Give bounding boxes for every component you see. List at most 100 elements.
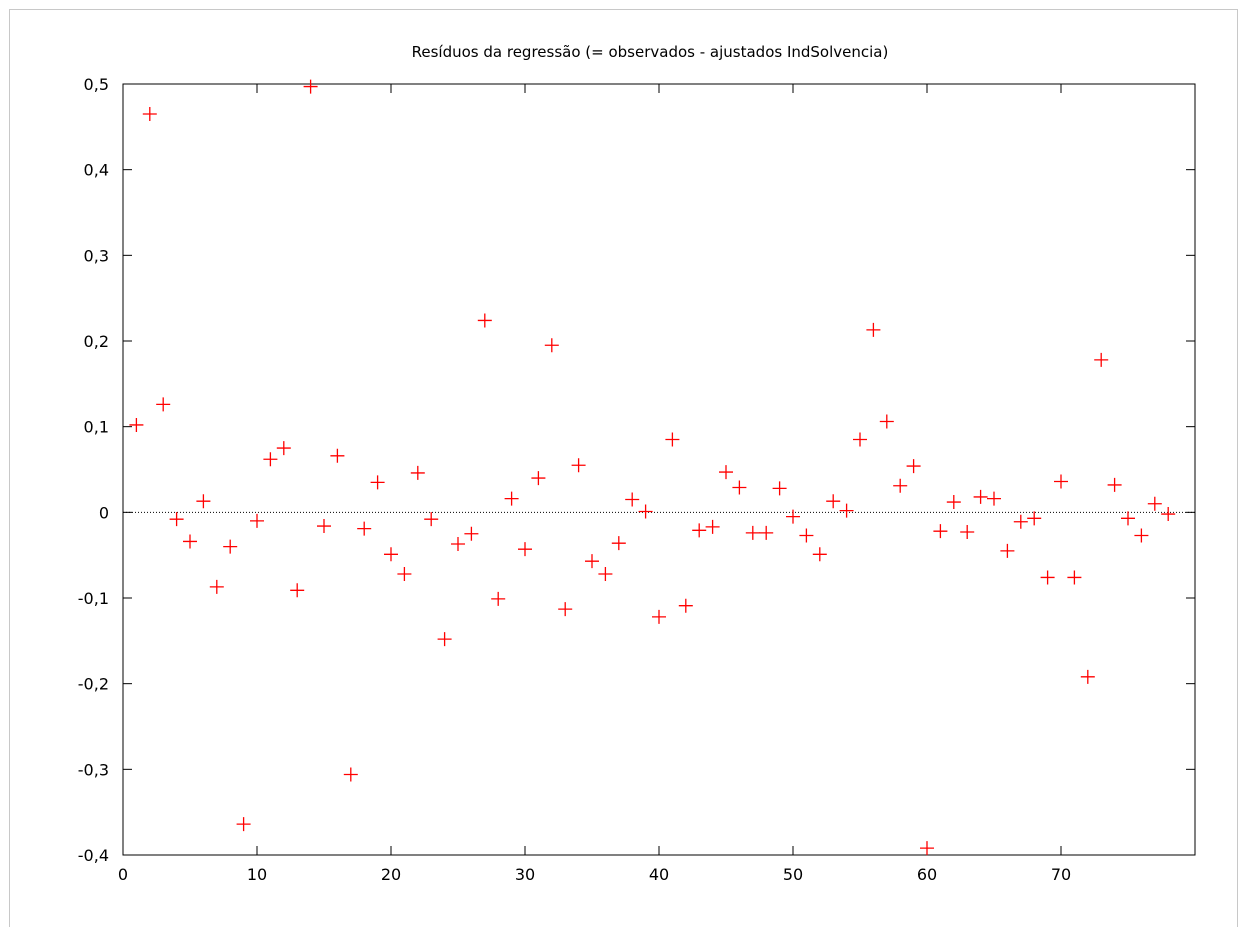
y-tick-label: 0,5	[84, 75, 109, 94]
data-point	[745, 525, 760, 540]
x-tick-label: 60	[917, 865, 937, 884]
data-point	[223, 539, 238, 554]
data-point	[1054, 474, 1068, 489]
data-point	[1147, 496, 1162, 511]
x-tick-label: 10	[247, 865, 267, 884]
data-point	[129, 417, 144, 432]
x-tick-label: 30	[515, 865, 535, 884]
data-point	[759, 525, 774, 540]
data-point	[397, 567, 412, 582]
data-point	[1013, 514, 1028, 529]
data-point	[477, 313, 492, 328]
data-point	[1094, 352, 1109, 367]
data-point	[906, 459, 921, 474]
data-point	[866, 322, 881, 337]
y-tick-label: 0,4	[84, 161, 109, 180]
data-point	[732, 480, 747, 495]
y-tick-label: -0,4	[78, 846, 109, 865]
data-point	[142, 106, 157, 121]
data-point	[196, 494, 211, 509]
data-point	[960, 525, 975, 540]
data-point	[652, 609, 666, 624]
data-point	[920, 841, 934, 856]
data-point	[303, 79, 318, 94]
y-tick-label: 0,3	[84, 246, 109, 265]
chart-frame	[9, 9, 1238, 927]
data-point	[424, 512, 439, 527]
data-point	[156, 397, 171, 412]
y-tick-label: 0	[99, 503, 109, 522]
data-point	[276, 441, 291, 456]
data-point	[946, 495, 961, 510]
data-point	[933, 524, 948, 539]
data-point	[544, 338, 559, 353]
data-point	[491, 591, 506, 606]
data-point	[343, 767, 358, 782]
data-point	[504, 491, 519, 506]
data-point	[518, 542, 532, 557]
y-tick-label: 0,2	[84, 332, 109, 351]
data-point	[839, 503, 854, 518]
data-point	[853, 432, 867, 447]
data-point	[370, 475, 385, 490]
data-point	[987, 491, 1001, 506]
data-point	[678, 598, 693, 613]
data-point	[357, 521, 372, 536]
data-point	[169, 512, 184, 527]
tick-label-layer: 0 10 20 30 40 50 60 70 -0,4 -0,3 -0,2 -0,1 0 0,1 0,2 0,…	[78, 75, 1071, 884]
x-tick-label: 0	[118, 865, 128, 884]
data-point	[1040, 570, 1055, 585]
data-point	[826, 494, 841, 509]
data-point	[571, 458, 586, 473]
data-point	[236, 817, 251, 832]
data-point	[531, 471, 546, 486]
data-point	[451, 537, 465, 552]
data-point	[973, 489, 988, 504]
data-point	[1080, 669, 1095, 684]
data-point	[464, 526, 479, 541]
data-point	[719, 465, 733, 480]
data-point	[598, 567, 613, 582]
data-point	[330, 448, 345, 463]
tick-layer	[122, 83, 1195, 856]
data-point	[665, 432, 680, 447]
data-point	[585, 554, 599, 569]
data-point	[879, 414, 894, 429]
data-point	[384, 547, 398, 562]
data-point	[183, 534, 197, 549]
data-point	[812, 547, 827, 562]
chart-title: Resíduos da regressão (= observados - aj…	[412, 43, 889, 61]
data-point-layer	[129, 79, 1176, 856]
data-point	[692, 523, 707, 538]
data-point	[1121, 511, 1135, 526]
data-point	[638, 504, 653, 519]
data-point	[263, 452, 278, 467]
data-point	[209, 579, 224, 594]
data-point	[799, 528, 814, 543]
x-tick-label: 20	[381, 865, 401, 884]
x-tick-label: 50	[783, 865, 803, 884]
data-point	[625, 492, 640, 507]
data-point	[893, 478, 908, 493]
x-tick-label: 40	[649, 865, 669, 884]
data-point	[1107, 477, 1122, 492]
y-tick-label: -0,3	[78, 760, 109, 779]
data-point	[611, 536, 626, 551]
data-point	[705, 519, 720, 534]
plot-area-border	[122, 83, 1196, 856]
data-point	[1000, 543, 1015, 558]
data-point	[1134, 528, 1149, 543]
data-point	[317, 519, 331, 534]
x-tick-label: 70	[1051, 865, 1071, 884]
data-point	[1161, 507, 1176, 522]
data-point	[410, 465, 425, 480]
y-tick-label: -0,1	[78, 589, 109, 608]
data-point	[772, 481, 787, 496]
data-point	[1027, 511, 1042, 526]
data-point	[1067, 570, 1082, 585]
data-point	[437, 632, 452, 647]
y-tick-label: -0,2	[78, 675, 109, 694]
data-point	[290, 583, 305, 598]
data-point	[250, 513, 264, 528]
